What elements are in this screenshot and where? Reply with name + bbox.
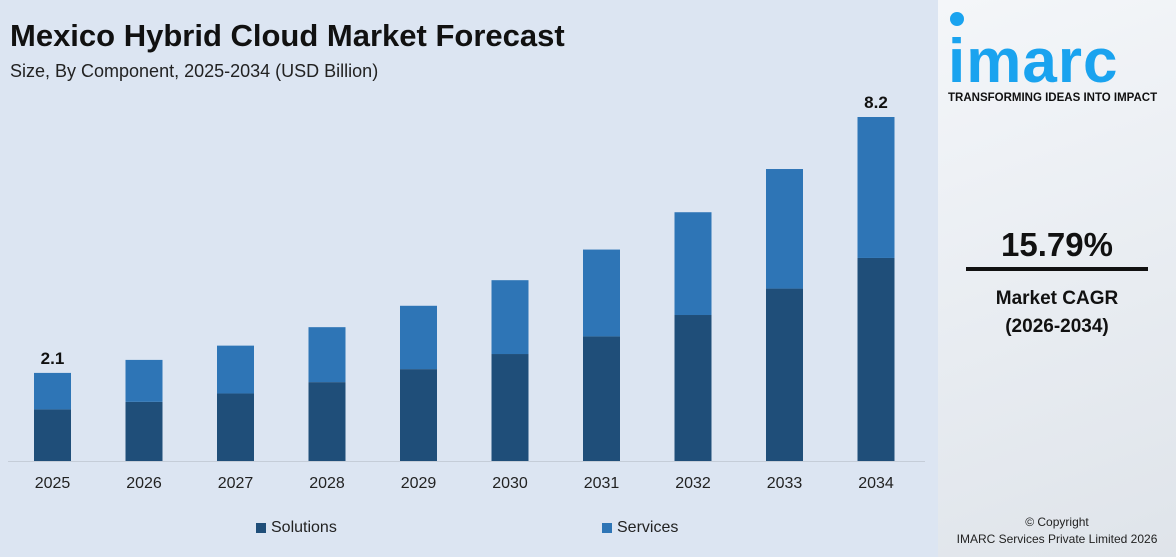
chart-subtitle: Size, By Component, 2025-2034 (USD Billi… [10,61,379,81]
company-text: IMARC Services Private Limited 2026 [956,532,1158,546]
legend-solutions: Solutions [256,519,337,537]
legend-label: Services [617,519,679,536]
x-tick-label: 2033 [767,475,803,492]
bar-solutions-2026 [125,401,163,461]
bar-services-2026 [125,359,163,402]
tagline: TRANSFORMING IDEAS INTO IMPACT [948,92,1158,104]
bar-solutions-2031 [583,336,620,461]
bar-services-2032 [674,212,712,316]
bar-services-2025 [34,372,71,410]
legend-swatch [602,523,612,533]
x-tick-label: 2025 [35,475,71,492]
bar-solutions-2033 [766,288,803,461]
x-tick-label: 2028 [309,475,345,492]
bar-solutions-2029 [400,369,437,461]
bar-services-2033 [766,169,803,289]
logo-dot [950,12,964,26]
copyright: © Copyright IMARC Services Private Limite… [938,514,1176,548]
bar-chart: 2025 2.1 2026 2027 2028 2029 2030 2031 2032 2033 2… [8,93,925,492]
x-tick-label: 2027 [218,475,254,492]
bar-solutions-2028 [308,382,346,461]
bar-solutions-2030 [491,354,529,461]
bar-services-2027 [217,345,254,394]
cagr-period: (2026-2034) [1005,316,1109,337]
bar-services-2028 [308,327,346,383]
data-label: 8.2 [864,93,888,112]
x-tick-label: 2034 [858,475,894,492]
data-label: 2.1 [41,349,65,368]
bar-solutions-2034 [857,257,895,461]
x-tick-label: 2026 [126,475,162,492]
chart-title: Mexico Hybrid Cloud Market Forecast [10,18,565,53]
imarc-logo: imarc [948,27,1119,96]
cagr-value: 15.79% [1001,226,1113,263]
bar-solutions-2025 [34,409,71,461]
x-tick-label: 2031 [584,475,620,492]
bar-services-2034 [857,117,895,258]
legend-swatch [256,523,266,533]
bar-services-2029 [400,305,437,370]
copyright-text: © Copyright [1025,515,1089,529]
legend-services: Services [602,519,678,537]
bar-services-2031 [583,249,620,337]
legend-label: Solutions [271,519,337,536]
chart-panel: Mexico Hybrid Cloud Market Forecast Size… [8,18,925,537]
divider [966,267,1148,271]
bar-services-2030 [491,280,529,355]
info-panel: imarc TRANSFORMING IDEAS INTO IMPACT 15.… [938,0,1176,557]
cagr-label-text: Market CAGR [995,288,1119,309]
x-tick-label: 2030 [492,475,528,492]
x-tick-label: 2032 [675,475,711,492]
bar-solutions-2027 [217,393,254,461]
bar-solutions-2032 [674,315,712,461]
cagr-label: Market CAGR (2026-2034) [938,285,1176,341]
x-tick-label: 2029 [401,475,437,492]
